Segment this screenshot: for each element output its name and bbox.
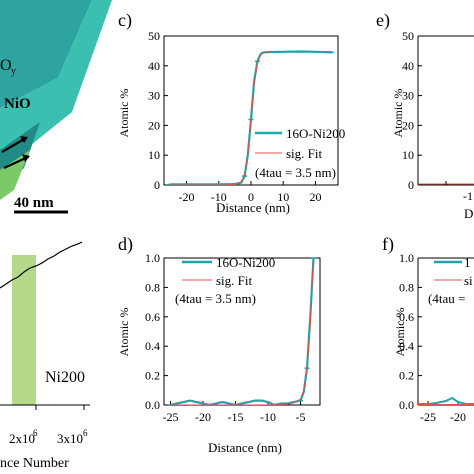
- panel-d-ytick-label: 0.2: [145, 369, 160, 383]
- panel-d-xtick-label: -5: [296, 410, 306, 424]
- arrow-1-icon: [1, 137, 27, 153]
- panel-c-ylabel: Atomic %: [117, 89, 131, 138]
- panel-d-ytick-label: 0.0: [145, 398, 160, 412]
- legend-c-note: (4tau = 3.5 nm): [255, 165, 336, 180]
- panel-c-xtick-label: 10: [277, 190, 289, 204]
- panel-a-tick-label-2: 3x10: [57, 431, 83, 446]
- panel-c-plot-area: [167, 50, 335, 185]
- panel-f-ytick-label: 0.4: [399, 339, 414, 353]
- panel-d-xtick-label: -15: [228, 410, 244, 424]
- arrow-1-head-icon: [20, 136, 28, 143]
- panel-e-ytick-label: 0: [408, 178, 414, 192]
- panel-c-xlabel: Distance (nm): [216, 200, 290, 215]
- panel-f-series-data: [418, 396, 474, 405]
- panel-b-label-y: y: [11, 66, 16, 77]
- panel-b-label-nio: NiO: [4, 96, 31, 112]
- panel-c-xtick-label: 20: [309, 190, 321, 204]
- panel-c-xtick-label: -20: [179, 190, 195, 204]
- legend-c-fit-label: sig. Fit: [286, 146, 323, 161]
- panel-e-ytick-label: 20: [402, 118, 414, 132]
- panel-c-ytick-label: 10: [148, 148, 160, 162]
- legend-d-data-label: 16O-Ni200: [216, 255, 275, 270]
- panel-e-ytick-label: 30: [402, 89, 414, 103]
- panel-f-legend-partial-2: si: [464, 273, 473, 288]
- panel-e-xtick-partial: -1: [463, 189, 473, 203]
- panel-d-ytick-label: 0.8: [145, 280, 160, 294]
- panel-d-xlabel: Distance (nm): [208, 440, 282, 455]
- panel-a-tick-label-1: 2x10: [9, 431, 35, 446]
- panel-f-label: f): [382, 234, 394, 255]
- panel-a-annotation: Ni200: [45, 369, 85, 386]
- panel-d-ytick-label: 0.6: [145, 310, 160, 324]
- panel-e: e) Atomic % -1 D 0 10 20 30 40 50: [376, 10, 474, 221]
- panel-c-series-fit: [170, 51, 332, 185]
- panel-f-ytick-label: 1.0: [399, 251, 414, 265]
- panel-d-label: d): [118, 234, 133, 255]
- panel-f-xtick-label: -25: [420, 410, 436, 424]
- panel-e-ytick-label: 50: [402, 29, 414, 43]
- panel-c-legend: 16O-Ni200 sig. Fit (4tau = 3.5 nm): [255, 126, 345, 180]
- arrow-2-head-icon: [22, 154, 30, 162]
- panel-c-ytick-label: 50: [148, 29, 160, 43]
- panel-f-ylabel: Atomic %: [393, 308, 407, 357]
- panel-f-ytick-label: 0.6: [399, 310, 414, 324]
- panel-d-ytick-label: 0.4: [145, 339, 160, 353]
- panel-c-ytick-label: 0: [154, 178, 160, 192]
- panel-e-ytick-label: 40: [402, 59, 414, 73]
- panel-f-legend-partial-3: (4tau =: [428, 291, 465, 306]
- panel-e-ylabel: Atomic %: [391, 89, 405, 138]
- panel-d: d) Atomic % Distance (nm) 0.0 0.2 0.4 0.6 0.…: [117, 234, 321, 455]
- panel-e-label: e): [376, 10, 390, 31]
- panel-b-label-o: O: [0, 57, 12, 74]
- panel-d-legend: 16O-Ni200 sig. Fit (4tau = 3.5 nm): [175, 255, 275, 306]
- panel-f-xtick-label: -20: [450, 410, 466, 424]
- panel-d-xtick-label: -25: [163, 410, 179, 424]
- panel-a-profile-line: [0, 241, 83, 289]
- panel-c-ytick-label: 20: [148, 118, 160, 132]
- panel-d-series-fit: [170, 257, 314, 405]
- panel-c-label: c): [118, 10, 132, 31]
- nio-region: [0, 0, 112, 170]
- legend-c-data-label: 16O-Ni200: [286, 126, 345, 141]
- panel-e-ytick-label: 10: [402, 148, 414, 162]
- panel-c: c) Atomic % Distance (nm) 0 10 20 30 40 50 -20…: [117, 10, 345, 215]
- panel-f-ytick-label: 0.0: [399, 398, 414, 412]
- panel-a-tick-label-2-exp: 6: [83, 428, 88, 438]
- panel-b-image: O y NiO 40 nm: [0, 0, 118, 228]
- panel-f-legend-partial-1: 1: [464, 255, 471, 270]
- panel-d-ylabel: Atomic %: [117, 308, 131, 357]
- panel-c-ytick-label: 30: [148, 89, 160, 103]
- legend-d-note: (4tau = 3.5 nm): [175, 291, 256, 306]
- panel-d-xtick-label: -20: [195, 410, 211, 424]
- panel-a-highlight-band: [12, 255, 36, 405]
- panel-a-xlabel: nce Number: [0, 456, 69, 471]
- panel-e-xlabel-partial: D: [464, 206, 473, 221]
- panel-f: f) Atomic % 1 si (4tau = 0.0 0.2 0.4 0.6 0.8…: [382, 234, 474, 424]
- panel-f-ytick-label: 0.2: [399, 369, 414, 383]
- scale-bar-label: 40 nm: [14, 195, 54, 211]
- legend-d-fit-label: sig. Fit: [216, 273, 253, 288]
- tip-green-band: [0, 150, 30, 200]
- panel-f-ytick-label: 0.8: [399, 280, 414, 294]
- ni-grain: [0, 0, 92, 108]
- panel-c-xtick-label: -10: [211, 190, 227, 204]
- panel-a: Ni200 2x10 6 3x10 6 nce Number: [0, 241, 90, 471]
- panel-d-xtick-label: -10: [260, 410, 276, 424]
- panel-d-plot-area: [168, 257, 316, 405]
- panel-a-tick-label-1-exp: 6: [33, 428, 38, 438]
- panel-c-xtick-label: 0: [248, 190, 254, 204]
- panel-d-ytick-label: 1.0: [145, 251, 160, 265]
- panel-c-ytick-label: 40: [148, 59, 160, 73]
